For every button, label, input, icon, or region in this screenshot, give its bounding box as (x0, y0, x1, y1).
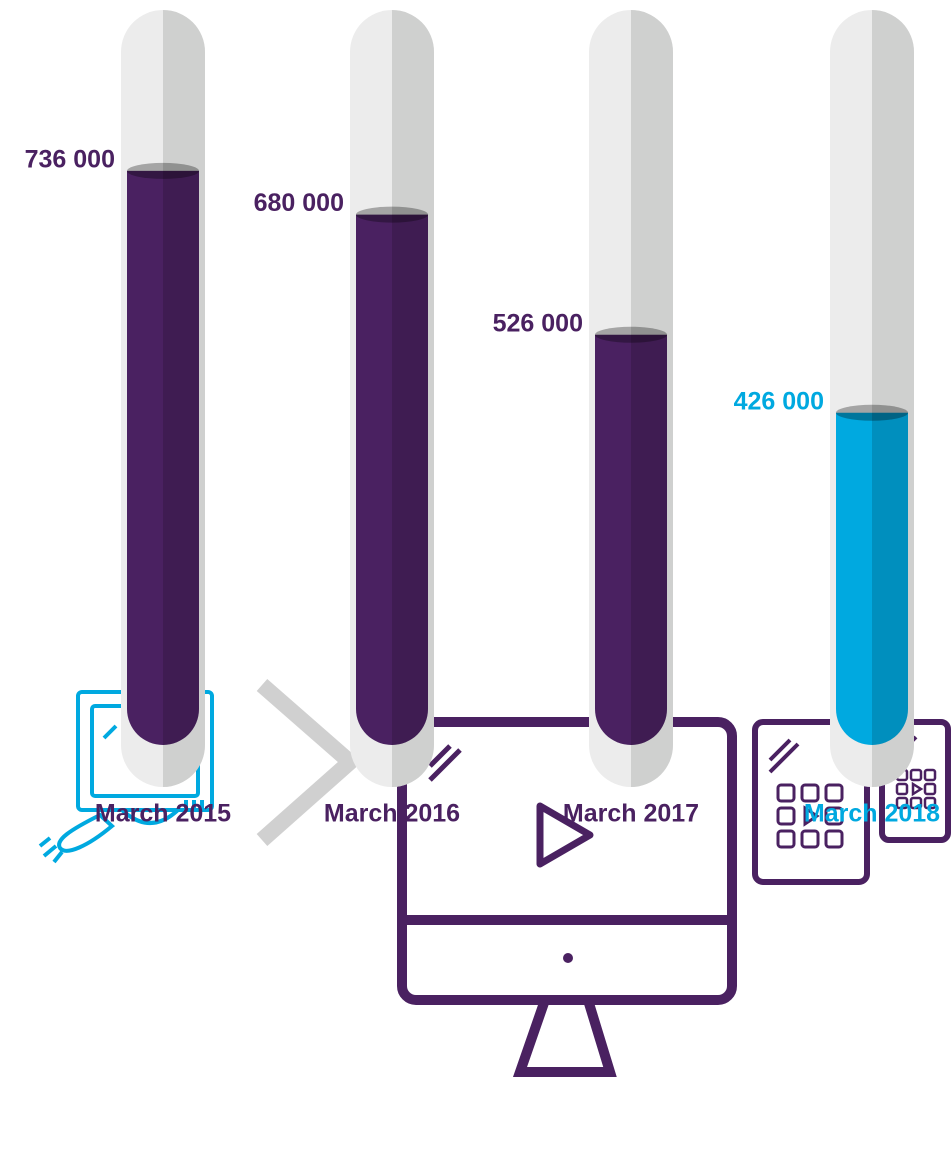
bar-shade (631, 334, 667, 745)
value-label: 736 000 (25, 146, 115, 174)
tablet-icon (752, 719, 870, 885)
bar (595, 334, 667, 745)
value-label: 680 000 (254, 189, 344, 217)
bar (836, 412, 908, 745)
bar-shade (163, 170, 199, 746)
bar-top (127, 162, 199, 179)
bar-shade (872, 412, 908, 745)
bar (127, 170, 199, 745)
bar-top (836, 404, 908, 421)
category-label: March 2015 (95, 800, 231, 828)
bar-top (595, 326, 667, 343)
value-label: 426 000 (734, 387, 824, 415)
bar-shade (392, 214, 428, 746)
value-label: 526 000 (493, 309, 583, 337)
tubes: 736 000 March 2015 680 000 March 2016 526 00… (25, 10, 940, 828)
monitor-icon (397, 717, 737, 1077)
category-label: March 2017 (563, 800, 699, 828)
bar-top (356, 206, 428, 223)
category-label: March 2018 (804, 800, 940, 828)
arrow-icon (256, 678, 358, 846)
bar (356, 214, 428, 746)
category-label: March 2016 (324, 800, 460, 828)
monitor-dot (563, 953, 573, 963)
